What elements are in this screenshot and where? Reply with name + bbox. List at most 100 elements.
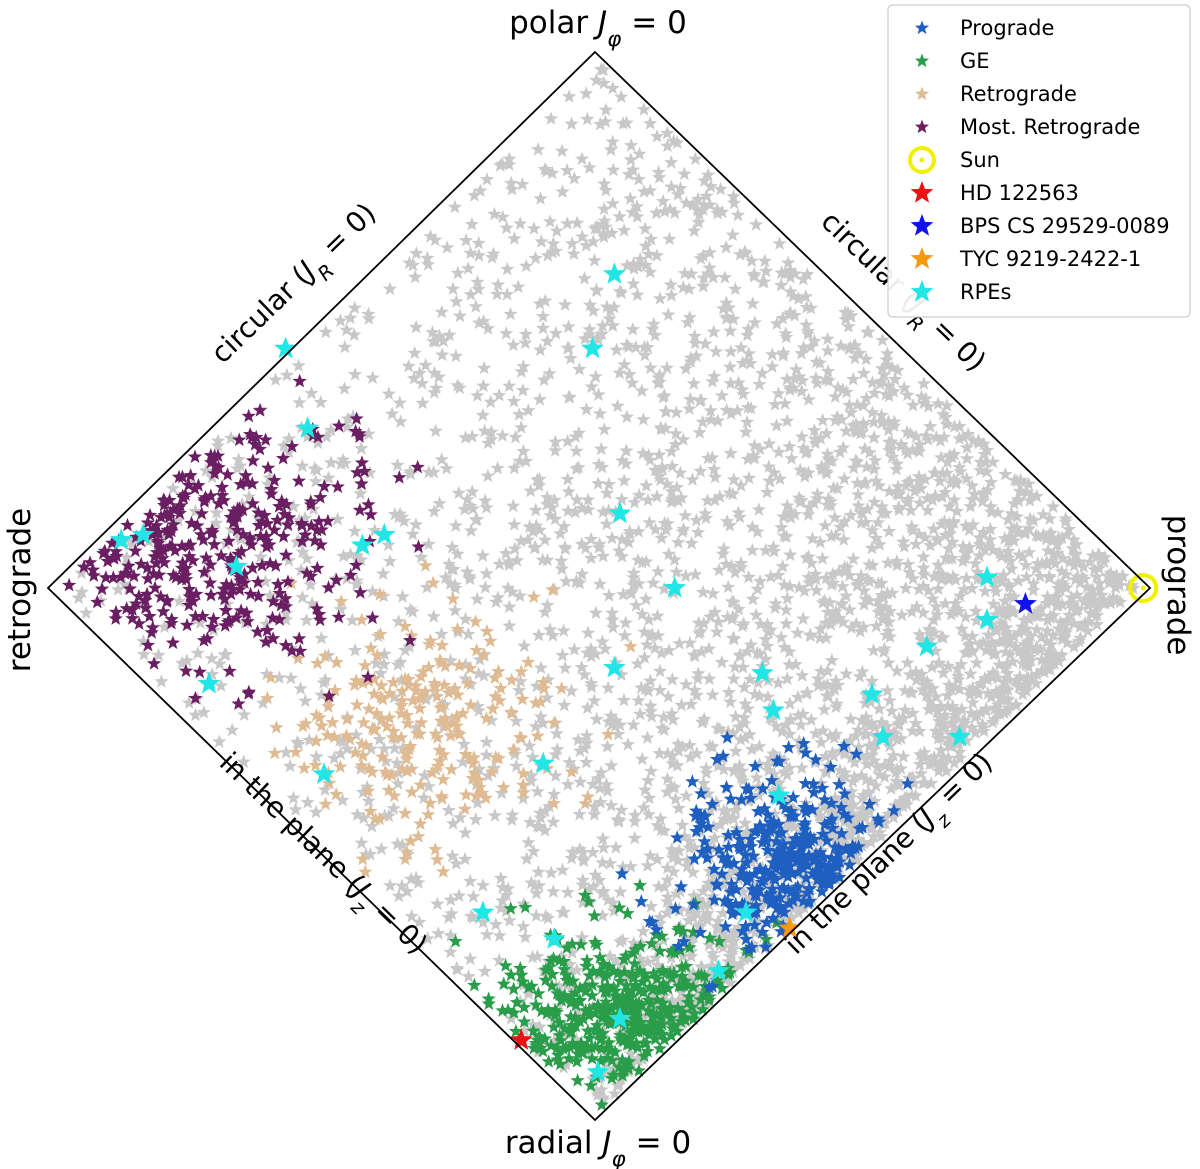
star-prograde xyxy=(851,839,866,853)
star-prograde xyxy=(769,753,785,768)
star-retrograde xyxy=(356,715,371,729)
star-ge xyxy=(608,1044,623,1059)
star-ge xyxy=(585,977,600,992)
star-retrograde xyxy=(399,751,414,766)
star-ge xyxy=(559,967,574,982)
star-ge xyxy=(564,989,579,1004)
star-prograde xyxy=(748,759,763,773)
star-most_retro xyxy=(259,539,274,553)
star-most_retro xyxy=(410,459,425,474)
star-ge xyxy=(595,980,610,994)
star-ge xyxy=(481,996,496,1010)
star-ge xyxy=(574,1035,589,1050)
star-most_retro xyxy=(266,594,281,608)
star-prograde xyxy=(762,823,777,838)
star-ge xyxy=(585,988,600,1002)
star-retrograde xyxy=(401,742,417,756)
star-ge xyxy=(545,966,560,981)
star-prograde xyxy=(743,839,759,853)
star-retrograde xyxy=(375,692,390,706)
star-prograde xyxy=(725,906,740,920)
star-ge xyxy=(636,984,651,999)
star-prograde xyxy=(697,834,712,848)
star-most_retro xyxy=(174,560,190,575)
star-bps xyxy=(1014,592,1037,614)
star-prograde xyxy=(720,730,735,744)
star-prograde xyxy=(810,872,825,886)
star-retrograde xyxy=(479,711,494,725)
star-ge xyxy=(627,1012,643,1026)
star-most_retro xyxy=(128,543,143,558)
star-prograde xyxy=(711,842,727,857)
star-ge xyxy=(631,1024,646,1038)
star-ge xyxy=(580,1039,595,1054)
rpe-star xyxy=(603,262,626,284)
rpe-star xyxy=(603,655,626,678)
star-most_retro xyxy=(310,523,325,537)
star-retrograde xyxy=(398,851,413,866)
star-most_retro xyxy=(205,525,220,539)
legend-entry-hd: HD 122563 xyxy=(910,181,1079,205)
star-ge xyxy=(554,993,569,1007)
star-ge xyxy=(563,995,578,1009)
star-prograde xyxy=(705,796,720,811)
star-most_retro xyxy=(277,507,292,521)
star-ge xyxy=(617,1063,632,1078)
star-prograde xyxy=(799,870,814,885)
star-ge xyxy=(622,1054,637,1068)
star-ge xyxy=(579,958,594,973)
star-prograde xyxy=(825,820,840,835)
star-retrograde xyxy=(445,591,461,606)
star-ge xyxy=(620,906,635,920)
star-prograde xyxy=(794,831,809,845)
star-ge xyxy=(570,1073,585,1087)
star-most_retro xyxy=(148,580,163,595)
star-ge xyxy=(580,1023,596,1038)
star-most_retro xyxy=(245,476,260,490)
star-ge xyxy=(625,966,640,980)
star-most_retro xyxy=(126,568,142,583)
legend-marker-most_retro xyxy=(914,119,930,134)
star-retrograde xyxy=(423,633,438,648)
star-ge xyxy=(559,940,575,955)
star-prograde xyxy=(754,874,770,889)
star-ge xyxy=(549,1040,565,1055)
star-prograde xyxy=(838,842,853,856)
star-most_retro xyxy=(270,577,286,591)
star-prograde xyxy=(769,834,784,848)
legend-marker-bps xyxy=(910,214,934,236)
star-prograde xyxy=(787,831,803,846)
star-retrograde xyxy=(339,728,354,742)
star-ge xyxy=(611,992,626,1007)
star-retrograde xyxy=(467,765,482,779)
star-retrograde xyxy=(476,648,491,662)
star-prograde xyxy=(701,819,716,834)
star-ge xyxy=(509,995,525,1009)
star-most_retro xyxy=(222,663,237,678)
star-retrograde xyxy=(385,730,400,744)
star-ge xyxy=(631,1001,646,1016)
star-retrograde xyxy=(488,689,503,703)
star-most_retro xyxy=(166,517,181,531)
star-prograde xyxy=(824,795,839,810)
star-most_retro xyxy=(278,638,293,652)
star-ge xyxy=(631,1063,646,1077)
star-retrograde xyxy=(363,640,378,655)
star-ge xyxy=(621,989,636,1004)
star-most_retro xyxy=(234,544,249,558)
star-prograde xyxy=(745,882,760,896)
star-prograde xyxy=(788,881,803,896)
star-most_retro xyxy=(278,591,293,605)
star-most_retro xyxy=(153,589,168,603)
star-most_retro xyxy=(239,475,254,489)
rpe-star xyxy=(975,607,999,630)
star-most_retro xyxy=(195,609,210,623)
star-most_retro xyxy=(187,481,203,495)
star-retrograde xyxy=(403,833,418,848)
star-ge xyxy=(481,991,496,1005)
star-most_retro xyxy=(157,493,172,508)
star-ge xyxy=(578,1003,593,1017)
star-retrograde xyxy=(373,690,389,704)
corner-label-right: prograde xyxy=(1160,515,1196,656)
star-retrograde xyxy=(504,672,519,687)
